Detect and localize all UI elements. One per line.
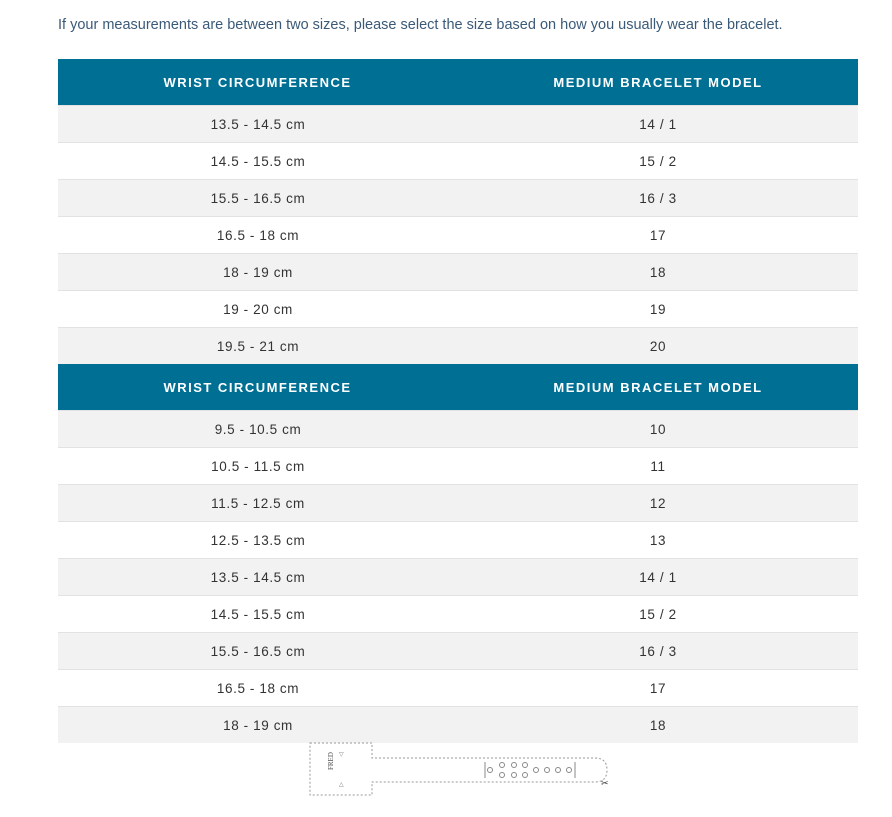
bracelet-model-cell: 13 — [458, 521, 858, 559]
size-table-2: WRIST CIRCUMFERENCE MEDIUM BRACELET MODEL… — [58, 364, 858, 743]
size-guide-intro: If your measurements are between two siz… — [58, 17, 783, 33]
bracelet-model-cell: 17 — [458, 216, 858, 254]
wrist-circumference-cell: 19 - 20 cm — [58, 290, 458, 328]
wrist-circumference-cell: 18 - 19 cm — [58, 253, 458, 291]
table-row: 10.5 - 11.5 cm 11 — [58, 447, 858, 485]
wrist-circumference-cell: 15.5 - 16.5 cm — [58, 632, 458, 670]
table-row: 16.5 - 18 cm 17 — [58, 216, 858, 254]
wrist-circumference-cell: 16.5 - 18 cm — [58, 216, 458, 254]
bracelet-model-cell: 20 — [458, 327, 858, 364]
bracelet-model-cell: 16 / 3 — [458, 179, 858, 217]
table-row: 13.5 - 14.5 cm 14 / 1 — [58, 558, 858, 596]
table-row: 18 - 19 cm 18 — [58, 253, 858, 291]
bracelet-model-cell: 18 — [458, 706, 858, 743]
wrist-circumference-cell: 13.5 - 14.5 cm — [58, 558, 458, 596]
table-row: 12.5 - 13.5 cm 13 — [58, 521, 858, 559]
table-row: 14.5 - 15.5 cm 15 / 2 — [58, 595, 858, 633]
svg-text:▽: ▽ — [339, 752, 344, 758]
wrist-circumference-cell: 11.5 - 12.5 cm — [58, 484, 458, 522]
table-row: 13.5 - 14.5 cm 14 / 1 — [58, 105, 858, 143]
table-row: 9.5 - 10.5 cm 10 — [58, 410, 858, 448]
table-row: 19 - 20 cm 19 — [58, 290, 858, 328]
bracelet-model-cell: 15 / 2 — [458, 595, 858, 633]
bracelet-model-cell: 11 — [458, 447, 858, 485]
wrist-circumference-cell: 9.5 - 10.5 cm — [58, 410, 458, 448]
wrist-circumference-cell: 14.5 - 15.5 cm — [58, 595, 458, 633]
wrist-circumference-cell: 15.5 - 16.5 cm — [58, 179, 458, 217]
svg-text:△: △ — [339, 782, 344, 788]
table-row: 15.5 - 16.5 cm 16 / 3 — [58, 179, 858, 217]
svg-text:✂: ✂ — [601, 778, 609, 788]
bracelet-model-cell: 17 — [458, 669, 858, 707]
bracelet-model-cell: 14 / 1 — [458, 558, 858, 596]
size-table-1: WRIST CIRCUMFERENCE MEDIUM BRACELET MODEL… — [58, 59, 858, 364]
bracelet-sizer-illustration: FRED ▽ △ ✂ — [305, 740, 615, 805]
wrist-circumference-cell: 10.5 - 11.5 cm — [58, 447, 458, 485]
table-row: 16.5 - 18 cm 17 — [58, 669, 858, 707]
header-model: MEDIUM BRACELET MODEL — [458, 364, 858, 411]
wrist-circumference-cell: 12.5 - 13.5 cm — [58, 521, 458, 559]
table-row: 19.5 - 21 cm 20 — [58, 327, 858, 364]
bracelet-model-cell: 12 — [458, 484, 858, 522]
table-row: 18 - 19 cm 18 — [58, 706, 858, 743]
bracelet-model-cell: 14 / 1 — [458, 105, 858, 143]
wrist-circumference-cell: 16.5 - 18 cm — [58, 669, 458, 707]
header-wrist: WRIST CIRCUMFERENCE — [58, 364, 458, 411]
table-row: 15.5 - 16.5 cm 16 / 3 — [58, 632, 858, 670]
bracelet-model-cell: 10 — [458, 410, 858, 448]
wrist-circumference-cell: 19.5 - 21 cm — [58, 327, 458, 364]
table-row: 14.5 - 15.5 cm 15 / 2 — [58, 142, 858, 180]
table-row: 11.5 - 12.5 cm 12 — [58, 484, 858, 522]
wrist-circumference-cell: 14.5 - 15.5 cm — [58, 142, 458, 180]
header-wrist: WRIST CIRCUMFERENCE — [58, 59, 458, 106]
wrist-circumference-cell: 13.5 - 14.5 cm — [58, 105, 458, 143]
bracelet-model-cell: 16 / 3 — [458, 632, 858, 670]
bracelet-model-cell: 18 — [458, 253, 858, 291]
bracelet-model-cell: 19 — [458, 290, 858, 328]
wrist-circumference-cell: 18 - 19 cm — [58, 706, 458, 743]
svg-text:FRED: FRED — [327, 752, 335, 770]
bracelet-model-cell: 15 / 2 — [458, 142, 858, 180]
header-model: MEDIUM BRACELET MODEL — [458, 59, 858, 106]
